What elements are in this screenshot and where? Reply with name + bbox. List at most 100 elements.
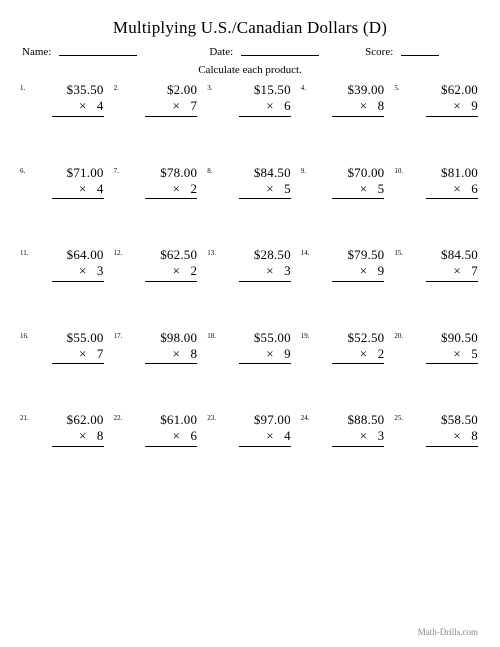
problem-bottom: × 9 [360, 263, 385, 279]
problem-rule [52, 363, 104, 364]
problem-bottom: × 2 [173, 181, 198, 197]
problem-bottom: × 4 [79, 181, 104, 197]
problem: 15.$84.50× 7 [396, 247, 478, 282]
worksheet-page: Multiplying U.S./Canadian Dollars (D) Na… [0, 0, 500, 447]
problem-rule [426, 363, 478, 364]
problem-number: 22. [114, 414, 123, 423]
problem: 1. $35.50× 4 [22, 82, 104, 117]
problem-number: 14. [301, 249, 310, 258]
problem-number: 10. [394, 167, 403, 176]
problem-rule [332, 198, 384, 199]
problem-top: $97.00 [254, 412, 291, 428]
problem-rule [332, 281, 384, 282]
problem-rule [52, 116, 104, 117]
problem-number: 23. [207, 414, 216, 423]
problem-bottom: × 9 [266, 346, 291, 362]
problem-rule [426, 281, 478, 282]
problem-rule [145, 281, 197, 282]
problem-rule [239, 116, 291, 117]
problem-number: 21. [20, 414, 29, 423]
problem-top: $70.00 [347, 165, 384, 181]
problem: 21.$62.00× 8 [22, 412, 104, 447]
problem: 9.$70.00× 5 [303, 165, 385, 200]
problem-top: $55.00 [254, 330, 291, 346]
problem: 7. $78.00× 2 [116, 165, 198, 200]
problem-bottom: × 6 [266, 98, 291, 114]
problem: 19.$52.50× 2 [303, 330, 385, 365]
problem: 10.$81.00× 6 [396, 165, 478, 200]
problem-grid: 1.$35.50× 42.$2.00× 73.$15.50× 64.$39.00… [22, 82, 478, 447]
problem-bottom: × 7 [79, 346, 104, 362]
problem-number: 25. [394, 414, 403, 423]
problem-bottom: × 3 [79, 263, 104, 279]
problem-bottom: × 8 [173, 346, 198, 362]
problem-top: $2.00 [167, 82, 197, 98]
problem-rule [239, 446, 291, 447]
problem-rule [52, 281, 104, 282]
problem-bottom: × 6 [173, 428, 198, 444]
problem-number: 5. [394, 84, 399, 93]
problem-top: $78.00 [160, 165, 197, 181]
score-label: Score: [365, 46, 393, 58]
problem: 22.$61.00× 6 [116, 412, 198, 447]
problem: 20.$90.50× 5 [396, 330, 478, 365]
name-label: Name: [22, 46, 51, 58]
problem-bottom: × 4 [79, 98, 104, 114]
problem-rule [426, 198, 478, 199]
problem: 6.$71.00× 4 [22, 165, 104, 200]
score-blank [401, 45, 439, 56]
problem-bottom: × 5 [453, 346, 478, 362]
problem-rule [145, 363, 197, 364]
name-blank [59, 45, 137, 56]
problem-top: $39.00 [347, 82, 384, 98]
problem-bottom: × 7 [173, 98, 198, 114]
problem-rule [145, 198, 197, 199]
problem-bottom: × 6 [453, 181, 478, 197]
page-title: Multiplying U.S./Canadian Dollars (D) [22, 18, 478, 38]
problem-bottom: × 8 [79, 428, 104, 444]
header-row: Name: Date: Score: [22, 44, 478, 58]
problem-rule [332, 446, 384, 447]
instruction-text: Calculate each product. [22, 64, 478, 76]
problem-bottom: × 3 [266, 263, 291, 279]
problem-bottom: × 5 [266, 181, 291, 197]
problem-number: 6. [20, 167, 25, 176]
problem-top: $15.50 [254, 82, 291, 98]
problem: 23.$97.00× 4 [209, 412, 291, 447]
problem-top: $90.50 [441, 330, 478, 346]
problem-bottom: × 8 [360, 98, 385, 114]
problem-number: 12. [114, 249, 123, 258]
problem-top: $79.50 [347, 247, 384, 263]
problem-rule [239, 281, 291, 282]
problem-number: 7. [114, 167, 119, 176]
problem-rule [426, 116, 478, 117]
problem-rule [145, 446, 197, 447]
problem-number: 24. [301, 414, 310, 423]
problem-top: $55.00 [67, 330, 104, 346]
problem-bottom: × 2 [173, 263, 198, 279]
problem: 25.$58.50× 8 [396, 412, 478, 447]
problem-top: $98.00 [160, 330, 197, 346]
problem-top: $62.00 [441, 82, 478, 98]
footer-text: Math-Drills.com [418, 627, 478, 637]
problem-rule [52, 446, 104, 447]
problem-bottom: × 3 [360, 428, 385, 444]
problem-bottom: × 9 [453, 98, 478, 114]
problem: 11.$64.00× 3 [22, 247, 104, 282]
problem-top: $88.50 [347, 412, 384, 428]
problem-rule [239, 363, 291, 364]
problem: 3.$15.50× 6 [209, 82, 291, 117]
problem-number: 8. [207, 167, 212, 176]
problem-top: $62.50 [160, 247, 197, 263]
problem-number: 11. [20, 249, 29, 258]
problem-bottom: × 8 [453, 428, 478, 444]
problem-number: 13. [207, 249, 216, 258]
problem-rule [239, 198, 291, 199]
problem-number: 4. [301, 84, 306, 93]
problem-rule [332, 363, 384, 364]
problem-top: $35.50 [67, 82, 104, 98]
problem: 14. $79.50× 9 [303, 247, 385, 282]
problem-number: 1. [20, 84, 25, 93]
problem: 16.$55.00× 7 [22, 330, 104, 365]
problem-number: 18. [207, 332, 216, 341]
